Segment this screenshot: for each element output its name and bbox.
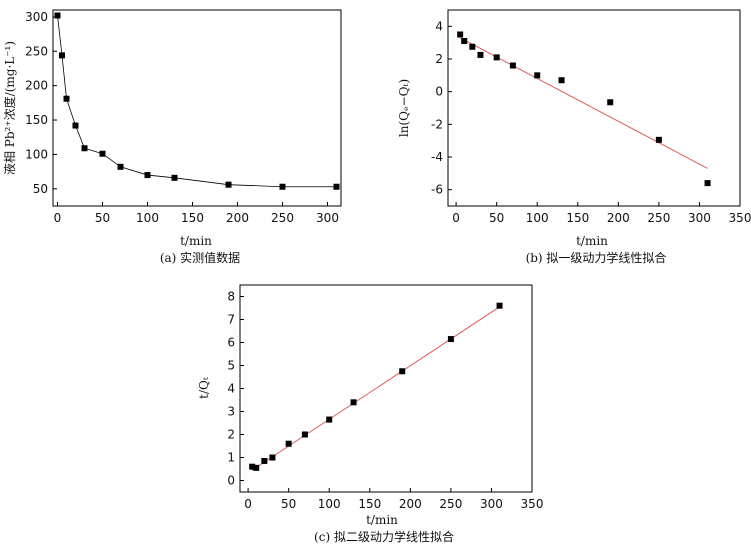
data-point-c xyxy=(326,416,333,423)
chart-b: 0 50 100 150 200 250 300 350 -6 -4 -2 0 2 4 t/min ln(Qₑ… xyxy=(397,9,751,265)
y-axis-label-c: t/Qₜ xyxy=(197,377,211,399)
caption-c: (c) 拟二级动力学线性拟合 xyxy=(314,529,454,544)
data-point-c xyxy=(261,457,268,464)
data-point-c xyxy=(285,440,292,447)
x-tick-label-a: 150 xyxy=(181,211,204,225)
data-point-b xyxy=(704,180,711,187)
x-tick-label-a: 50 xyxy=(95,211,110,225)
data-point-a xyxy=(279,183,286,190)
x-tick-label-b: 200 xyxy=(607,211,630,225)
fit-line-b xyxy=(459,37,708,169)
data-point-a xyxy=(54,12,61,19)
y-tick-label-a: 200 xyxy=(25,79,48,93)
data-point-c xyxy=(249,463,256,470)
caption-b: (b) 拟一级动力学线性拟合 xyxy=(526,250,667,265)
plot-frame-b xyxy=(447,9,741,207)
data-point-a xyxy=(171,174,178,181)
y-tick-label-c: 4 xyxy=(227,382,235,396)
data-point-c xyxy=(447,336,454,343)
x-tick-label-c: 300 xyxy=(480,497,503,511)
x-axis-label-c: t/min xyxy=(366,513,398,527)
data-point-c xyxy=(399,368,406,375)
y-tick-label-b: 0 xyxy=(435,85,443,99)
data-point-b xyxy=(461,38,468,45)
x-tick-label-c: 350 xyxy=(521,497,544,511)
x-tick-label-b: 100 xyxy=(526,211,549,225)
x-tick-label-c: 200 xyxy=(399,497,422,511)
y-tick-label-c: 3 xyxy=(227,405,235,419)
data-point-b xyxy=(558,77,565,84)
fit-line-c xyxy=(251,306,500,471)
x-tick-label-a: 300 xyxy=(316,211,339,225)
data-point-c xyxy=(301,431,308,438)
chart-c: 0 50 100 150 200 250 300 350 0 1 2 3 4 5 6 7 8 t/min t/Qₜ (… xyxy=(197,284,544,544)
data-point-b xyxy=(457,31,464,38)
y-tick-label-a: 250 xyxy=(25,44,48,58)
data-point-a xyxy=(144,172,151,179)
data-point-a xyxy=(117,163,124,170)
data-point-b xyxy=(655,136,662,143)
data-point-c xyxy=(269,454,276,461)
x-tick-label-b: 0 xyxy=(452,211,460,225)
x-axis-label-b: t/min xyxy=(576,234,608,248)
x-tick-label-a: 0 xyxy=(54,211,62,225)
x-tick-label-c: 50 xyxy=(281,497,296,511)
x-tick-label-a: 250 xyxy=(271,211,294,225)
plot-frame-a xyxy=(52,9,342,207)
y-tick-label-b: 2 xyxy=(435,52,443,66)
y-axis-label-b: ln(Qₑ−Qₜ) xyxy=(397,79,411,137)
y-tick-label-c: 7 xyxy=(227,313,235,327)
data-point-b xyxy=(493,54,500,61)
y-tick-label-a: 300 xyxy=(25,10,48,24)
data-point-a xyxy=(59,52,65,59)
plot-frame-c xyxy=(239,284,533,493)
x-tick-label-b: 300 xyxy=(688,211,711,225)
x-tick-label-c: 250 xyxy=(439,497,462,511)
series-line-a xyxy=(57,15,337,188)
data-point-a xyxy=(72,122,79,129)
x-tick-label-b: 150 xyxy=(566,211,589,225)
x-tick-label-c: 0 xyxy=(244,497,252,511)
x-tick-label-a: 200 xyxy=(226,211,249,225)
data-point-b xyxy=(509,62,516,69)
y-tick-label-c: 2 xyxy=(227,428,235,442)
y-axis-label-a: 液相 Pb²⁺浓度/(mg·L⁻¹) xyxy=(2,41,17,175)
data-point-a xyxy=(225,181,232,188)
y-tick-label-a: 150 xyxy=(25,113,48,127)
x-tick-label-b: 350 xyxy=(729,211,751,225)
data-point-b xyxy=(477,51,484,58)
data-point-b xyxy=(469,43,476,50)
data-point-c xyxy=(496,302,503,309)
data-point-c xyxy=(350,399,357,406)
data-point-a xyxy=(99,150,106,157)
y-tick-label-c: 1 xyxy=(227,451,235,465)
y-tick-label-b: -6 xyxy=(431,183,443,197)
x-tick-label-a: 100 xyxy=(136,211,159,225)
data-point-a xyxy=(333,183,340,190)
y-tick-label-c: 6 xyxy=(227,336,235,350)
y-tick-label-c: 5 xyxy=(227,359,235,373)
x-axis-label-a: t/min xyxy=(180,234,212,248)
x-tick-label-c: 150 xyxy=(358,497,381,511)
data-point-a xyxy=(81,145,88,152)
chart-a: 0 50 100 150 200 250 300 50 100 150 200 250 300 t/min… xyxy=(2,9,342,265)
y-tick-label-a: 100 xyxy=(25,147,48,161)
y-tick-label-a: 50 xyxy=(33,182,48,196)
y-tick-label-c: 0 xyxy=(227,474,235,488)
x-tick-label-b: 250 xyxy=(647,211,670,225)
data-point-a xyxy=(63,95,70,102)
y-tick-label-c: 8 xyxy=(227,290,235,304)
caption-a: (a) 实测值数据 xyxy=(160,250,240,265)
data-point-b xyxy=(534,72,541,79)
data-point-b xyxy=(607,99,614,106)
y-tick-label-b: -2 xyxy=(431,117,443,131)
y-tick-label-b: 4 xyxy=(435,19,443,33)
x-tick-label-c: 100 xyxy=(318,497,341,511)
y-tick-label-b: -4 xyxy=(431,150,443,164)
x-tick-label-b: 50 xyxy=(489,211,504,225)
data-point-c xyxy=(253,464,260,471)
